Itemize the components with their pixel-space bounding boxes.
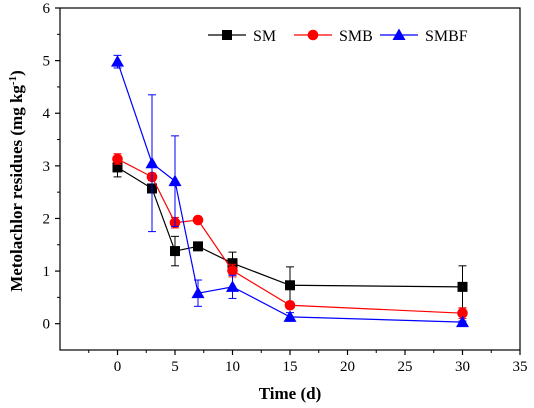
y-tick-label: 5 xyxy=(43,54,51,70)
x-tick-label: 25 xyxy=(398,359,413,375)
data-point-sm xyxy=(457,281,468,292)
legend-entry-smbf: SMBF xyxy=(380,28,468,45)
legend-entry-sm: SM xyxy=(208,28,276,45)
legend-entry-smb: SMB xyxy=(294,28,373,45)
y-tick-label: 1 xyxy=(43,264,51,280)
x-tick-label: 0 xyxy=(114,359,122,375)
legend-marker-sm xyxy=(222,30,232,40)
x-tick-label: 10 xyxy=(225,359,240,375)
data-point-smbf xyxy=(191,286,205,299)
legend-marker-smb xyxy=(307,29,319,41)
axis-ticks: 0 5 10 15 20 25 30 35 0 1 2 3 4 5 6 xyxy=(43,1,528,375)
data-point-smb xyxy=(112,153,123,165)
data-point-smb xyxy=(284,299,296,311)
data-point-sm xyxy=(285,280,295,291)
data-point-sm xyxy=(227,258,238,269)
y-tick-label: 6 xyxy=(43,1,51,17)
data-point-smbf xyxy=(145,156,159,169)
x-tick-label: 5 xyxy=(171,359,179,375)
plot-area xyxy=(111,54,469,328)
data-point-sm xyxy=(112,162,123,173)
data-point-smbf xyxy=(111,55,124,67)
y-axis-title: Metolachlor residues (mg kg-1) xyxy=(7,70,26,292)
legend-label-sm: SM xyxy=(253,28,276,45)
data-point-smbf xyxy=(168,174,182,187)
x-axis-title: Time (d) xyxy=(259,384,322,403)
data-point-smbf xyxy=(456,315,469,328)
legend-marker-smbf xyxy=(392,28,406,40)
legend-label-smb: SMB xyxy=(339,28,373,45)
y-axis-title-main: Metolachlor residues (mg kg xyxy=(7,85,26,292)
data-point-smb xyxy=(457,307,468,319)
series-smbf xyxy=(111,54,469,328)
y-tick-label: 0 xyxy=(43,317,51,333)
y-axis-title-close: ) xyxy=(7,70,26,76)
x-tick-label: 35 xyxy=(513,359,528,375)
series-sm xyxy=(112,157,468,309)
data-point-smbf xyxy=(283,310,297,322)
x-tick-label: 30 xyxy=(455,359,470,375)
legend-label-smbf: SMBF xyxy=(425,28,468,45)
data-point-smb xyxy=(192,214,204,226)
data-point-sm xyxy=(193,241,203,252)
x-tick-label: 20 xyxy=(340,359,355,375)
y-tick-label: 2 xyxy=(43,211,51,227)
data-point-sm xyxy=(170,246,180,257)
x-tick-label: 15 xyxy=(283,359,298,375)
data-point-smb xyxy=(227,265,238,276)
legend: SM SMB SMBF xyxy=(208,28,468,45)
data-point-smbf xyxy=(226,280,239,292)
y-tick-label: 3 xyxy=(43,159,51,175)
y-axis-title-sup: -1 xyxy=(7,76,19,85)
y-tick-label: 4 xyxy=(43,106,51,122)
